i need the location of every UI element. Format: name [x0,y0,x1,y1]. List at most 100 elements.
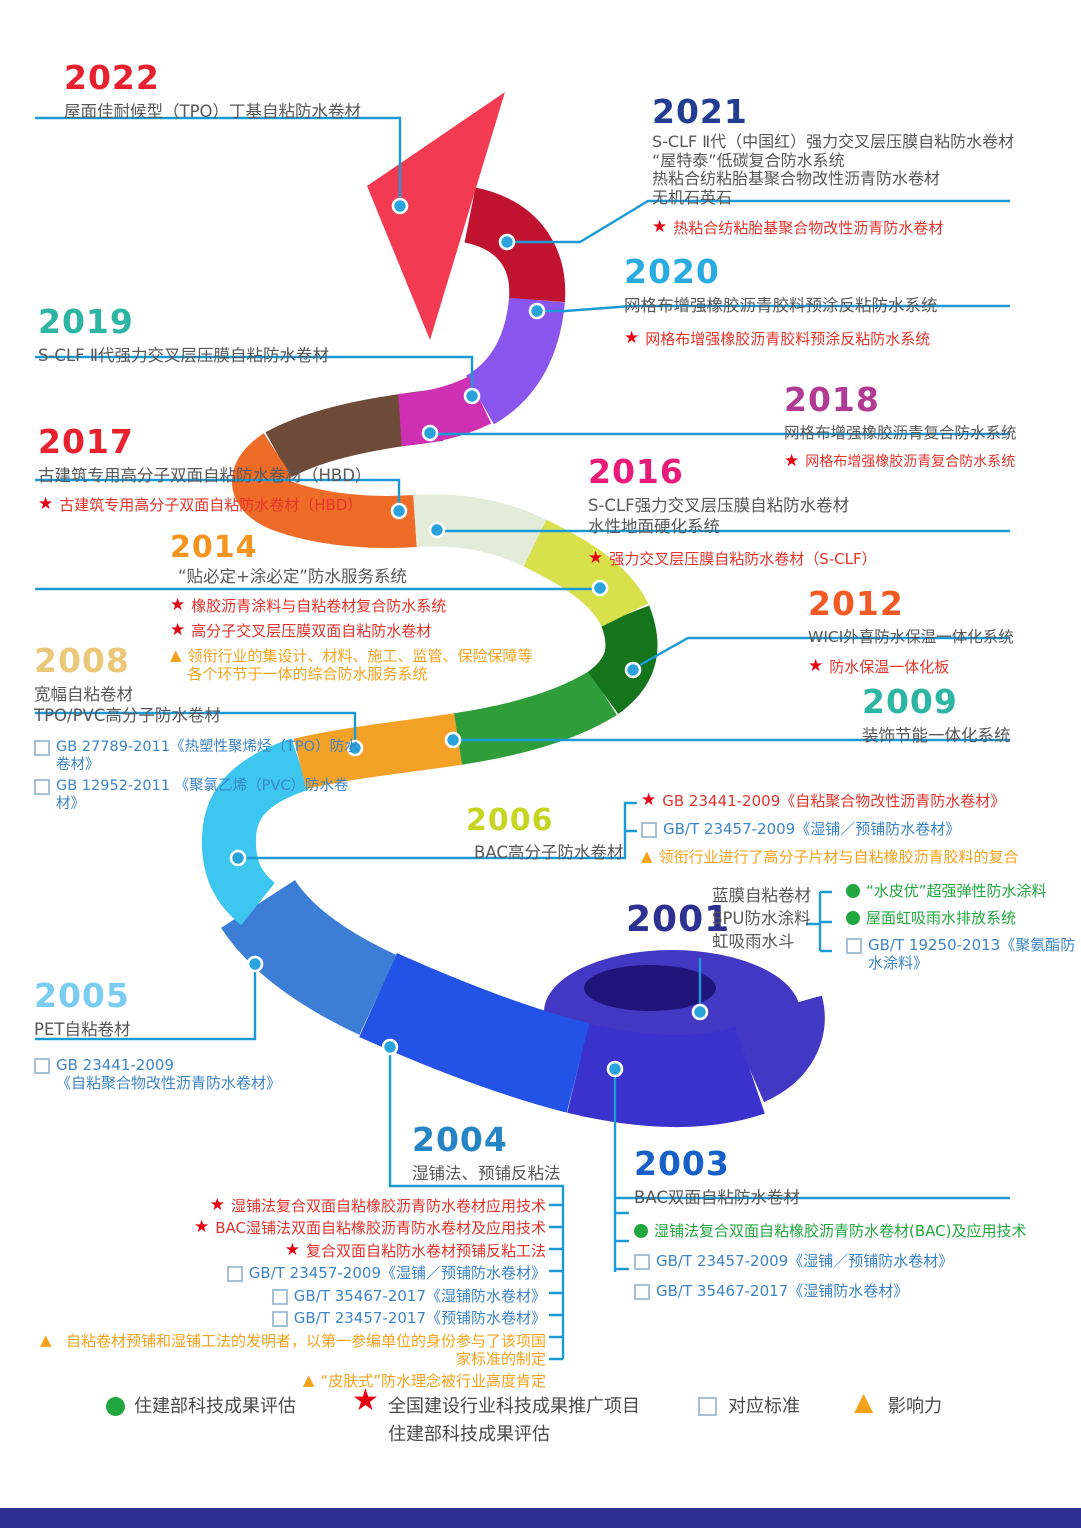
square-icon [641,822,657,838]
timeline-dot-2016 [428,521,446,539]
spiral-segment-2005 [221,878,397,1035]
milestone-title: “屋特泰”低碳复合防水系统 [652,150,845,170]
leader-2017 [35,478,401,503]
year-label-2012: 2012 [808,584,904,623]
milestone-title: BAC双面自粘防水卷材 [634,1188,800,1207]
milestone-2018: 2018 网格布增强橡胶沥青复合防水系统 ★ 网格布增强橡胶沥青复合防水系统 [784,382,1024,471]
year-label-2004: 2004 [412,1120,508,1159]
item-text: 网格布增强橡胶沥青胶料预涂反粘防水系统 [645,330,931,348]
legend-label-line2: 住建部科技成果评估 [388,1424,550,1445]
spiral-segment-2008 [293,713,462,790]
timeline-dot-2012 [624,661,642,679]
milestone-title: BAC高分子防水卷材 [474,843,624,862]
star-icon: ★ [352,1383,379,1418]
item-text: “皮肤式”防水理念被行业高度肯定 [320,1372,546,1390]
milestone-2022: 2022 屋面佳耐候型（TPO）丁基自粘防水卷材 [64,60,361,122]
legend-label: 住建部科技成果评估 [134,1396,296,1417]
item-text: GB/T 23457-2009《湿铺／预铺防水卷材》 [663,820,961,838]
milestone-title: S-CLF强力交叉层压膜自粘防水卷材 [588,496,850,515]
milestone-2004-items: ★ 湿铺法复合双面自粘橡胶沥青防水卷材应用技术 ★ BAC湿铺法双面自粘橡胶沥青防水… [40,1192,546,1390]
legend-label: 影响力 [888,1396,942,1417]
square-icon [271,1288,288,1305]
item-text: 古建筑专用高分子双面自粘防水卷材（HBD） [59,496,363,514]
leader-2004 [388,1054,565,1361]
item-text: GB/T 35467-2017《湿铺防水卷材》 [293,1286,546,1305]
square-icon [226,1266,243,1282]
milestone-title: TPO/PVC高分子防水卷材 [34,706,221,725]
milestone-title: “贴必定+涂必定”防水服务系统 [178,567,407,586]
leader-2019 [35,355,474,389]
year-label-2008: 2008 [34,641,130,680]
milestone-title: S-CLF Ⅱ代（中国红）强力交叉层压膜自粘防水卷材 [652,132,1015,151]
square-icon [34,1058,50,1074]
star-icon: ★ [193,1217,210,1237]
timeline-dot-2020 [528,302,546,320]
milestone-title: 装饰节能一体化系统 [862,726,1011,745]
milestone-title: 网格布增强橡胶沥青胶料预涂反粘防水系统 [624,296,938,315]
legend-label: 全国建设行业科技成果推广项目 [388,1396,640,1417]
milestone-title: 热粘合纺粘胎基聚合物改性沥青防水卷材 [652,169,941,188]
milestone-2021: 2021 S-CLF Ⅱ代（中国红）强力交叉层压膜自粘防水卷材 “屋特泰”低碳复… [652,92,1022,238]
milestone-title: 水性地面硬化系统 [588,517,720,536]
item-text: 防水保温一体化板 [829,658,950,676]
year-label-2017: 2017 [38,422,134,461]
item-text-line2: 各个环节于一体的综合防水服务系统 [187,665,428,683]
star-icon: ★ [624,328,640,348]
star-icon: ★ [808,656,824,676]
triangle-icon: ▲ [170,646,182,664]
milestone-2003: 2003 BAC双面自粘防水卷材 湿铺法复合双面自粘橡胶沥青防水卷材(BAC)及… [634,1146,1034,1300]
timeline-dot-2003 [606,1060,624,1078]
milestone-title: 古建筑专用高分子双面自粘防水卷材（HBD） [38,466,372,485]
item-text: 复合双面自粘防水卷材预铺反粘工法 [305,1241,546,1260]
leader-2022 [35,116,402,199]
milestone-2009: 2009 装饰节能一体化系统 [862,684,1011,746]
spiral-segment-2001-side [734,995,825,1103]
milestone-2001: 2001 [626,901,730,939]
milestone-2001-titles: 蓝膜自粘卷材 SPU防水涂料 虹吸雨水斗 [712,884,811,953]
leader-2012 [639,636,1010,667]
spiral-segment-2020 [465,296,565,425]
spiral-segment-2006 [201,738,310,926]
item-text: 湿铺法复合双面自粘橡胶沥青防水卷材应用技术 [230,1196,546,1215]
year-label-2020: 2020 [624,252,720,291]
timeline-dot-2014 [591,579,609,597]
item-text: GB/T 19250-2013《聚氨酯防水涂料》 [868,936,1076,972]
square-icon [34,779,50,795]
item-text: GB 23441-2009 [56,1056,174,1074]
spiral-segment-2021 [463,187,566,303]
milestone-title: 宽幅自粘卷材 [34,685,133,704]
milestone-2005: 2005 PET自粘卷材 GB 23441-2009 《自粘聚合物改性沥青防水卷… [34,978,281,1092]
milestone-2014: 2014 “贴必定+涂必定”防水服务系统 ★ 橡胶沥青涂料与自粘卷材复合防水系统 … [170,531,590,683]
item-text: “水皮优”超强弹性防水涂料 [866,882,1047,900]
triangle-icon: ▲ [302,1371,315,1389]
leader-2021 [514,199,1010,244]
spiral-segment-2016 [413,494,547,567]
year-label-2006: 2006 [466,803,554,838]
triangle-icon: ▲ [854,1387,874,1416]
triangle-icon: ▲ [40,1330,52,1349]
milestone-2012: 2012 WICI外喜防水保温一体化系统 ★ 防水保温一体化板 [808,584,1028,677]
milestone-2006-items: ★ GB 23441-2009《自粘聚合物改性沥青防水卷材》 GB/T 23457… [641,792,1061,866]
year-label-2019: 2019 [38,302,134,341]
leader-2005 [35,972,257,1041]
square-icon [698,1397,717,1416]
milestone-2020: 2020 网格布增强橡胶沥青胶料预涂反粘防水系统 ★ 网格布增强橡胶沥青胶料预涂反… [624,252,1014,349]
legend-label: 对应标准 [728,1396,800,1417]
timeline-dot-2018 [421,424,439,442]
year-label-2022: 2022 [64,58,160,97]
star-icon: ★ [38,494,54,514]
item-text: GB/T 23457-2009《湿铺／预铺防水卷材》 [248,1264,546,1282]
green-circle-icon [106,1397,125,1416]
timeline-dot-2004 [381,1038,399,1056]
milestone-2019: 2019 S-CLF Ⅱ代强力交叉层压膜自粘防水卷材 [38,304,329,366]
spiral-segment-2014 [523,519,649,628]
square-icon [34,740,50,756]
item-text: BAC湿铺法双面自粘橡胶沥青防水卷材及应用技术 [215,1219,546,1237]
star-icon: ★ [170,595,186,615]
star-icon: ★ [284,1239,300,1260]
star-icon: ★ [209,1194,225,1215]
triangle-icon: ▲ [641,847,653,865]
green-circle-icon [634,1224,648,1238]
year-label-2021: 2021 [652,92,748,131]
